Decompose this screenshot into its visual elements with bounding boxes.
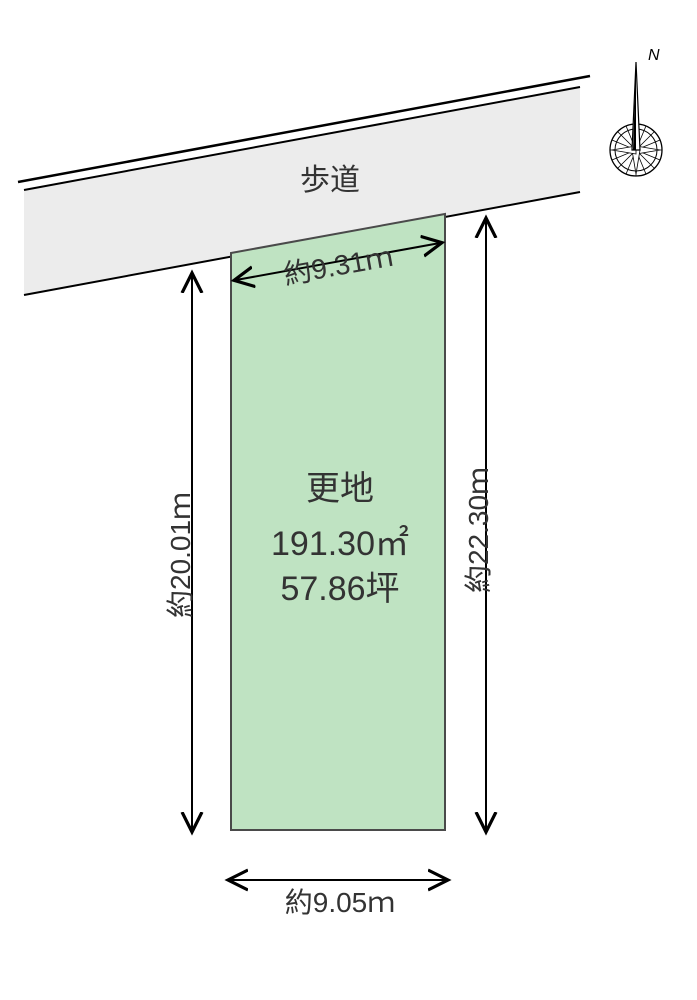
sidewalk-label: 歩道 [300, 164, 360, 197]
plot-title: 更地 [306, 470, 374, 508]
dim-right-label: 約22.30ｍ [463, 467, 494, 593]
compass-icon [610, 62, 662, 176]
compass-n-label: N [648, 47, 660, 64]
plot-area-tsubo: 57.86坪 [280, 570, 399, 608]
plot-area-m2: 191.30㎡ [271, 525, 409, 563]
dim-left-label: 約20.01ｍ [165, 492, 196, 618]
land-plot [231, 214, 445, 830]
dim-bottom-label: 約9.05ｍ [285, 887, 396, 918]
plot-diagram: 歩道 更地 191.30㎡ 57.86坪 約9.31ｍ 約20.01ｍ 約22.… [0, 0, 697, 1000]
